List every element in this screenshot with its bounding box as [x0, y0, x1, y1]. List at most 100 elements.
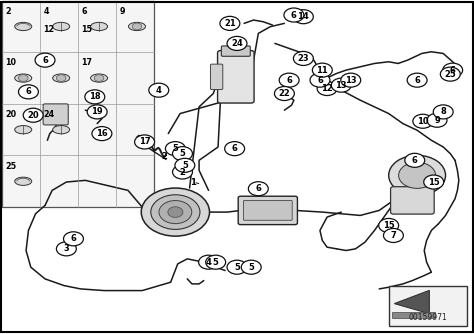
Circle shape [18, 85, 38, 99]
Text: 10: 10 [5, 58, 17, 67]
Circle shape [149, 83, 169, 97]
Circle shape [293, 10, 313, 24]
Text: 5: 5 [180, 149, 185, 158]
Circle shape [206, 255, 226, 269]
Text: 5: 5 [182, 161, 188, 170]
Circle shape [279, 73, 299, 87]
Ellipse shape [15, 74, 32, 82]
Circle shape [225, 142, 245, 156]
FancyBboxPatch shape [218, 51, 254, 103]
FancyBboxPatch shape [221, 46, 250, 56]
Circle shape [405, 153, 425, 167]
Text: 11: 11 [317, 66, 328, 74]
Circle shape [389, 155, 446, 195]
Text: 13: 13 [345, 76, 356, 85]
Circle shape [443, 63, 463, 77]
Circle shape [424, 175, 444, 189]
Circle shape [92, 127, 112, 141]
Text: 1: 1 [190, 178, 195, 186]
Text: 4: 4 [206, 258, 211, 267]
Text: 16: 16 [96, 129, 108, 138]
Text: 6: 6 [412, 156, 418, 165]
Text: 4: 4 [43, 7, 49, 16]
FancyBboxPatch shape [43, 104, 68, 125]
Text: 6: 6 [81, 7, 87, 16]
Circle shape [312, 63, 332, 77]
Circle shape [310, 73, 330, 87]
Polygon shape [394, 290, 429, 314]
Text: 12: 12 [43, 25, 55, 34]
Circle shape [407, 73, 427, 87]
Text: 14: 14 [298, 12, 309, 21]
Ellipse shape [53, 74, 70, 82]
FancyBboxPatch shape [391, 187, 434, 214]
Ellipse shape [91, 74, 108, 82]
Circle shape [274, 87, 294, 101]
FancyBboxPatch shape [243, 200, 292, 220]
Text: 6: 6 [286, 76, 292, 85]
Ellipse shape [91, 22, 108, 31]
Circle shape [227, 260, 247, 274]
Circle shape [413, 114, 433, 128]
Bar [392, 312, 436, 318]
Circle shape [248, 182, 268, 196]
Circle shape [135, 135, 155, 149]
Circle shape [341, 73, 361, 87]
Circle shape [399, 162, 436, 188]
Ellipse shape [15, 177, 32, 185]
Text: 25: 25 [445, 70, 456, 78]
Circle shape [227, 36, 247, 50]
Circle shape [85, 90, 105, 104]
Text: 15: 15 [383, 221, 394, 230]
Circle shape [317, 81, 337, 96]
Text: 17: 17 [139, 138, 150, 146]
Ellipse shape [53, 22, 70, 31]
Text: 22: 22 [279, 89, 290, 98]
Text: 5: 5 [173, 144, 178, 153]
Circle shape [23, 108, 43, 122]
Circle shape [241, 260, 261, 274]
FancyBboxPatch shape [210, 64, 223, 90]
Text: 23: 23 [298, 54, 309, 63]
Circle shape [141, 188, 210, 236]
Circle shape [173, 147, 192, 161]
Circle shape [293, 51, 313, 65]
Text: 24: 24 [43, 110, 55, 119]
Text: 2: 2 [180, 168, 185, 176]
Circle shape [56, 242, 76, 256]
Ellipse shape [15, 126, 32, 134]
Text: 5: 5 [248, 263, 254, 272]
Circle shape [56, 75, 66, 81]
Circle shape [87, 105, 107, 119]
Circle shape [168, 207, 183, 217]
Text: 8: 8 [440, 108, 446, 116]
Circle shape [159, 200, 192, 224]
Text: 20: 20 [27, 111, 39, 120]
Circle shape [175, 158, 195, 172]
Text: 20: 20 [5, 110, 17, 119]
Circle shape [440, 67, 460, 81]
Text: 6: 6 [26, 88, 31, 96]
Text: 6: 6 [317, 76, 323, 85]
Bar [2, 1, 154, 207]
Text: 13: 13 [336, 81, 347, 90]
Text: 25: 25 [5, 162, 17, 171]
Circle shape [433, 105, 453, 119]
Text: 9: 9 [119, 7, 125, 16]
FancyBboxPatch shape [238, 196, 298, 224]
Text: 2: 2 [5, 7, 11, 16]
Ellipse shape [128, 22, 146, 31]
Text: 21: 21 [224, 19, 236, 28]
Circle shape [165, 142, 185, 156]
Circle shape [151, 195, 200, 229]
Circle shape [173, 165, 192, 179]
Text: 6: 6 [71, 234, 76, 243]
Text: 6: 6 [450, 66, 456, 74]
Circle shape [331, 78, 351, 92]
Text: 10: 10 [417, 117, 428, 126]
Text: 19: 19 [91, 108, 103, 116]
Text: 6: 6 [42, 56, 48, 64]
Circle shape [284, 8, 304, 22]
Text: 9: 9 [434, 116, 440, 125]
Text: 11: 11 [43, 58, 55, 67]
